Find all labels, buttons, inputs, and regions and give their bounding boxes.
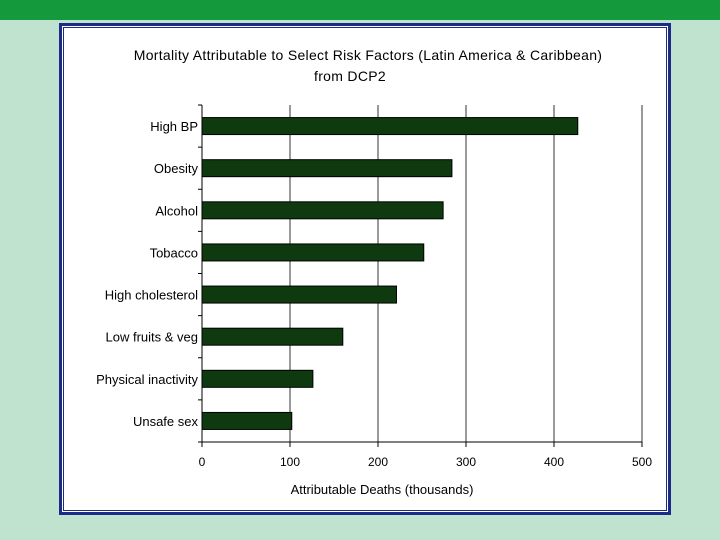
- bars: [201, 117, 579, 430]
- bar: [201, 117, 579, 136]
- x-tick-label: 300: [456, 455, 476, 469]
- category-label: Alcohol: [155, 203, 198, 218]
- top-band: [0, 0, 720, 20]
- chart-frame: [59, 23, 671, 515]
- category-label: High BP: [150, 119, 198, 134]
- bar: [201, 285, 397, 304]
- bar: [201, 159, 453, 178]
- x-tick-label: 400: [544, 455, 564, 469]
- chart-inner-frame: [63, 27, 667, 511]
- x-axis-title: Attributable Deaths (thousands): [291, 482, 474, 497]
- category-label: Obesity: [154, 161, 199, 176]
- bar: [201, 201, 444, 220]
- bar: [201, 327, 344, 346]
- x-tick-label: 500: [632, 455, 652, 469]
- bar: [201, 369, 314, 388]
- category-label: High cholesterol: [105, 288, 198, 303]
- x-tick-label: 100: [280, 455, 300, 469]
- bar: [201, 411, 293, 430]
- chart-title-line1: Mortality Attributable to Select Risk Fa…: [134, 47, 603, 63]
- chart-title-line2: from DCP2: [314, 68, 386, 84]
- category-label: Physical inactivity: [96, 372, 198, 387]
- gridlines: [289, 105, 643, 442]
- x-tick-label: 0: [199, 455, 206, 469]
- x-tick-label: 200: [368, 455, 388, 469]
- axes: 0 100 200 300 400 500 High BP Obesity Alcohol Tob…: [96, 104, 652, 469]
- category-label: Low fruits & veg: [106, 330, 199, 345]
- bar: [201, 243, 425, 262]
- category-label: Tobacco: [150, 245, 198, 260]
- category-label: Unsafe sex: [133, 414, 199, 429]
